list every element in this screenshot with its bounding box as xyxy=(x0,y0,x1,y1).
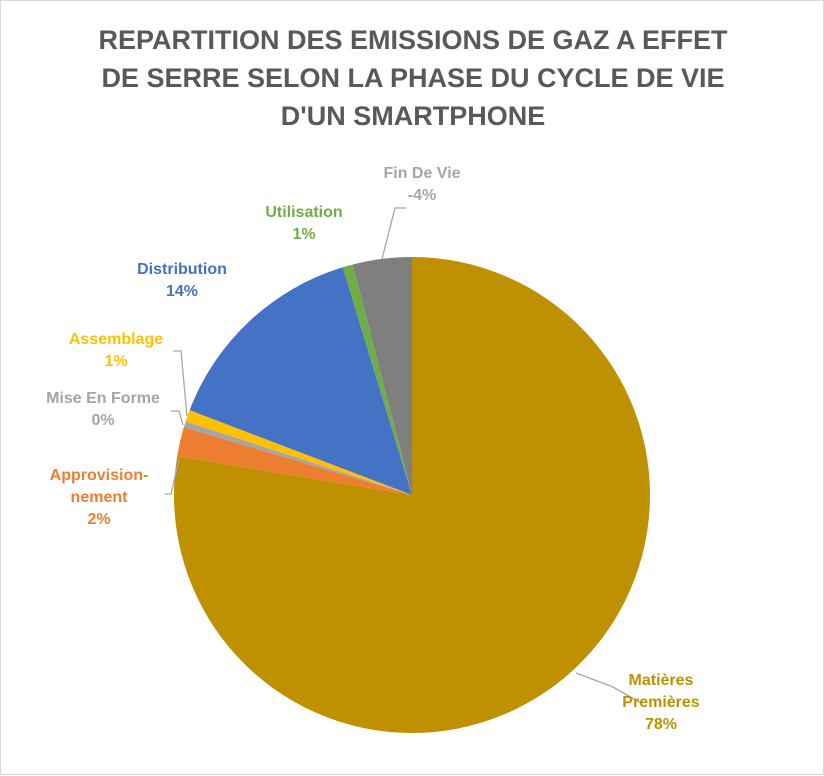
pie-slice-fin-de-vie xyxy=(352,257,412,495)
data-label-name: Mise En Forme xyxy=(46,390,160,407)
data-label-percent: 1% xyxy=(292,226,315,243)
chart-title-line-1: REPARTITION DES EMISSIONS DE GAZ A EFFET xyxy=(98,25,728,55)
data-label-fin-de-vie: Fin De Vie -4% xyxy=(383,165,460,204)
data-label-name: Approvision- xyxy=(50,467,149,484)
data-label-approvisionnement: Approvision-nement 2% xyxy=(50,467,149,528)
data-label-name: Distribution xyxy=(137,261,227,278)
data-label-name: Assemblage xyxy=(69,331,163,348)
data-label-utilisation: Utilisation 1% xyxy=(265,204,342,243)
data-label-mati-res-premi-res: Matières Premières 78% xyxy=(622,672,699,733)
leader-line-approvisionnement xyxy=(165,458,180,495)
pie-slice-mise-en-forme xyxy=(183,421,412,495)
pie-slice-mati-res-premi-res xyxy=(174,257,651,733)
leader-line-mise-en-forme xyxy=(171,410,184,426)
chart-title-line-3: D'UN SMARTPHONE xyxy=(280,101,546,131)
pie-slice-utilisation xyxy=(342,264,412,495)
leader-line-assemblage xyxy=(173,350,188,417)
data-label-percent: 14% xyxy=(166,283,198,300)
pie-slice-assemblage xyxy=(185,410,412,495)
data-label-percent: 1% xyxy=(104,353,127,370)
pie-slice-distribution xyxy=(189,267,412,495)
leader-line-mati-res-premi-res xyxy=(575,672,642,704)
data-label-name: Utilisation xyxy=(265,204,342,221)
pie-slice-approvisionnement xyxy=(177,427,412,495)
data-label-percent: -4% xyxy=(408,187,436,204)
chart-title: REPARTITION DES EMISSIONS DE GAZ A EFFET… xyxy=(41,21,785,135)
data-label-mise-en-forme: Mise En Forme 0% xyxy=(46,390,160,429)
data-label-distribution: Distribution 14% xyxy=(137,261,227,300)
data-label-name: Matières xyxy=(629,672,694,689)
leader-line-fin-de-vie xyxy=(381,207,406,260)
chart-title-line-2: DE SERRE SELON LA PHASE DU CYCLE DE VIE xyxy=(101,63,725,93)
data-label-assemblage: Assemblage 1% xyxy=(69,331,163,370)
data-label-name: Premières xyxy=(622,694,699,711)
data-label-percent: 2% xyxy=(87,511,110,528)
data-label-percent: 0% xyxy=(91,412,114,429)
data-label-percent: 78% xyxy=(645,716,677,733)
data-label-name: Fin De Vie xyxy=(383,165,460,182)
data-label-name: nement xyxy=(71,489,129,506)
